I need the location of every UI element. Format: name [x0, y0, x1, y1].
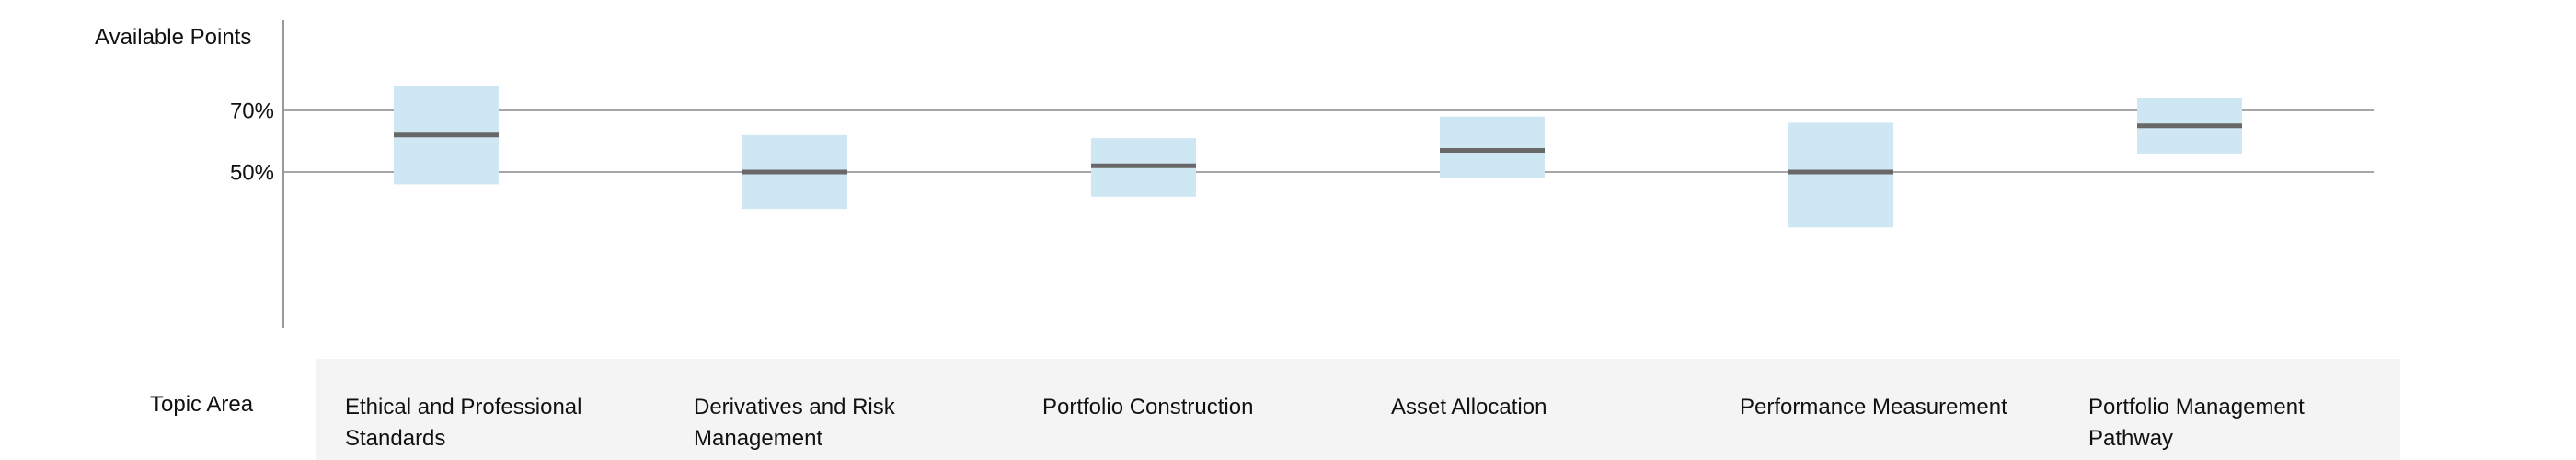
- category-label: Derivatives and Risk Management: [694, 395, 895, 451]
- chart-plot-area: 70% 50%: [230, 20, 2374, 328]
- y-axis-title: Available Points: [95, 25, 252, 50]
- y-tick-label: 70%: [230, 98, 274, 123]
- category-label: Performance Measurement: [1740, 395, 2007, 420]
- y-tick-label: 50%: [230, 160, 274, 185]
- x-axis-title: Topic Area: [150, 392, 254, 417]
- category-label-band: [316, 359, 2400, 460]
- range-box: [1440, 116, 1545, 178]
- category-label: Asset Allocation: [1391, 395, 1547, 420]
- range-box: [1788, 122, 1893, 228]
- category-label: Portfolio Management Pathway: [2088, 395, 2305, 451]
- category-label: Ethical and Professional Standards: [345, 395, 582, 451]
- category-label: Portfolio Construction: [1042, 395, 1254, 420]
